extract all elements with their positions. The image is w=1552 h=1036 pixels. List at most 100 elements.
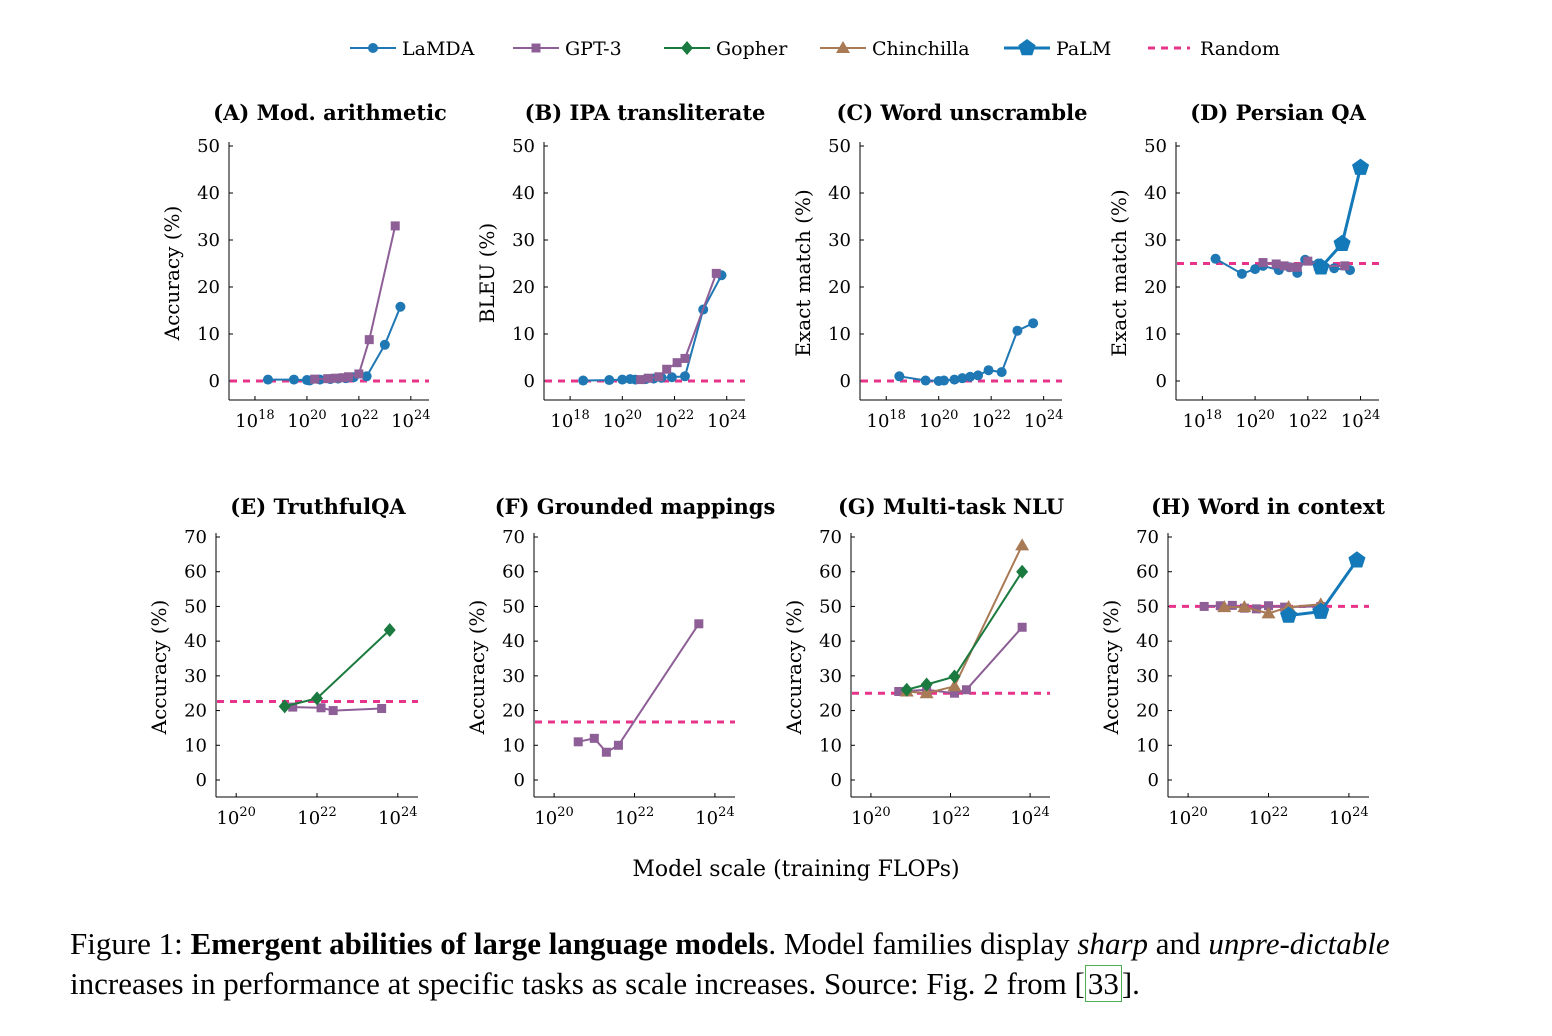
caption-text-4: ].	[1121, 966, 1140, 1001]
caption-italic-1: sharp	[1077, 926, 1149, 961]
data-point-gopher	[383, 623, 396, 638]
y-tick-label: 60	[502, 562, 525, 583]
y-axis-label: Exact match (%)	[791, 189, 815, 356]
caption-text-2: and	[1148, 926, 1209, 961]
y-tick-label: 0	[1156, 371, 1167, 392]
series-line-gpt-3	[577, 623, 700, 754]
legend-item-gpt-3: GPT-3	[513, 38, 622, 60]
x-tick-label: 1022	[615, 805, 654, 829]
x-tick-label: 1020	[287, 408, 326, 432]
panel-e-title: (E) TruthfulQA	[230, 494, 406, 519]
data-point-gpt-3	[330, 373, 340, 383]
series-line-palm	[1319, 167, 1362, 269]
legend: LaMDA GPT-3 Gopher Chinchilla PaLM Random	[350, 38, 1280, 60]
y-tick-label: 40	[1136, 631, 1159, 652]
legend-marker-lamda	[368, 43, 378, 53]
y-tick-label: 20	[184, 701, 207, 722]
legend-item-random: Random	[1148, 38, 1280, 60]
x-tick-label: 1022	[931, 805, 970, 829]
x-tick-label: 1018	[867, 408, 906, 432]
series-line-gopher	[906, 571, 1023, 691]
panel-f: (F) Grounded mappings0102030405060701020…	[465, 494, 775, 829]
y-tick-label: 50	[502, 596, 525, 617]
data-point-palm	[1352, 158, 1370, 175]
y-axis-label: Accuracy (%)	[782, 600, 806, 736]
data-point-lamda	[361, 371, 372, 382]
data-point-gpt-3	[654, 372, 664, 382]
data-point-palm	[1333, 234, 1351, 251]
series-line-gpt-3	[314, 225, 397, 381]
y-tick-label: 10	[1144, 324, 1167, 345]
data-point-chinchilla	[1237, 600, 1252, 613]
y-tick-label: 40	[512, 183, 535, 204]
data-point-lamda	[1236, 268, 1247, 279]
data-point-gpt-3	[672, 358, 682, 368]
x-tick-label: 1020	[851, 805, 890, 829]
legend-item-gopher: Gopher	[664, 38, 788, 60]
data-point-gpt-3	[1292, 262, 1302, 272]
y-tick-label: 10	[819, 735, 842, 756]
data-point-gpt-3	[573, 737, 583, 747]
legend-label-gpt-3: GPT-3	[565, 38, 622, 60]
y-tick-label: 50	[1144, 136, 1167, 157]
legend-marker-palm	[1018, 39, 1036, 56]
caption-text-1: . Model families display	[768, 926, 1078, 961]
y-tick-label: 0	[524, 371, 535, 392]
data-point-gpt-3	[601, 747, 611, 757]
data-point-gpt-3	[1279, 261, 1289, 271]
y-tick-label: 20	[828, 277, 851, 298]
data-point-lamda	[973, 370, 984, 381]
y-tick-label: 10	[828, 324, 851, 345]
data-point-lamda	[983, 365, 994, 376]
y-tick-label: 0	[1148, 770, 1159, 791]
x-tick-label: 1018	[1183, 408, 1222, 432]
y-axis-label: Exact match (%)	[1107, 189, 1131, 356]
y-tick-label: 10	[184, 735, 207, 756]
legend-label-palm: PaLM	[1056, 38, 1111, 60]
data-point-gpt-3	[354, 369, 364, 379]
y-tick-label: 50	[197, 136, 220, 157]
series-line-gpt-3	[898, 626, 1023, 695]
citation-link[interactable]: 33	[1084, 965, 1122, 1002]
y-tick-label: 30	[184, 666, 207, 687]
y-tick-label: 30	[1144, 230, 1167, 251]
y-axis-label: BLEU (%)	[475, 223, 499, 323]
data-point-gpt-3	[1303, 256, 1313, 266]
data-point-lamda	[957, 373, 968, 384]
y-tick-label: 50	[828, 136, 851, 157]
data-point-gpt-3	[323, 374, 333, 384]
x-tick-label: 1022	[339, 408, 378, 432]
y-tick-label: 60	[819, 562, 842, 583]
y-tick-label: 40	[819, 631, 842, 652]
x-tick-label: 1020	[919, 408, 958, 432]
y-tick-label: 30	[1136, 666, 1159, 687]
panel-h-title: (H) Word in context	[1151, 494, 1385, 519]
data-point-gopher	[1016, 564, 1029, 579]
y-axis-label: Accuracy (%)	[1099, 600, 1123, 736]
data-point-lamda	[604, 375, 615, 386]
data-point-gpt-3	[316, 703, 326, 713]
panel-g-title: (G) Multi-task NLU	[838, 494, 1064, 519]
data-point-gpt-3	[613, 740, 623, 750]
caption-bold: Emergent abilities of large language mod…	[190, 926, 769, 961]
data-point-gopher	[278, 699, 291, 714]
data-point-gpt-3	[949, 688, 959, 698]
data-point-chinchilla	[947, 679, 962, 692]
y-tick-label: 20	[502, 701, 525, 722]
x-tick-label: 1018	[235, 408, 274, 432]
caption-text-3: increases in performance at specific tas…	[70, 966, 1085, 1001]
data-point-lamda	[617, 374, 628, 385]
data-point-palm	[1348, 551, 1366, 568]
y-tick-label: 50	[1136, 596, 1159, 617]
data-point-gpt-3	[961, 685, 971, 695]
data-point-gpt-3	[328, 706, 338, 716]
data-point-gpt-3	[310, 374, 320, 384]
data-point-gpt-3	[680, 353, 690, 363]
x-tick-label: 1024	[695, 805, 734, 829]
x-axis-label: Model scale (training FLOPs)	[632, 857, 959, 882]
data-point-gpt-3	[1264, 601, 1273, 611]
x-tick-label: 1024	[378, 805, 417, 829]
